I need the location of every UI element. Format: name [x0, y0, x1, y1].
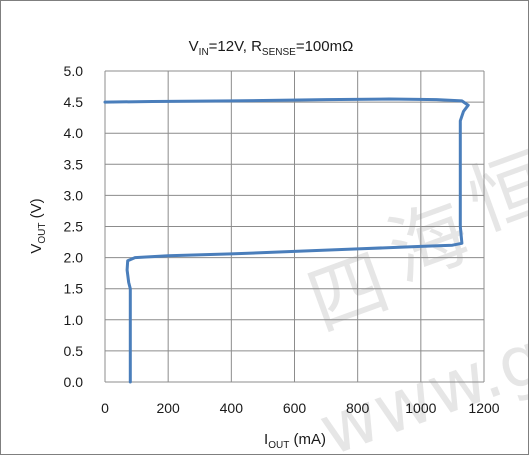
- y-axis-label: VOUT (V): [28, 198, 48, 253]
- x-tick-label: 0: [101, 400, 109, 416]
- y-tick-label: 3.0: [64, 187, 84, 203]
- x-tick-label: 1200: [468, 400, 499, 416]
- y-tick-label: 1.0: [64, 312, 84, 328]
- y-tick-label: 5.0: [64, 63, 84, 79]
- x-tick-label: 200: [156, 400, 180, 416]
- watermark-glyph: 四: [297, 238, 401, 349]
- grid: [104, 70, 485, 383]
- x-tick-label: 600: [283, 400, 307, 416]
- y-tick-label: 0.0: [64, 374, 84, 390]
- x-tick-label: 800: [346, 400, 370, 416]
- x-tick-labels: 0 200 400 600 800 1000 1200: [101, 400, 500, 416]
- x-tick-label: 1000: [405, 400, 436, 416]
- y-tick-label: 4.0: [64, 125, 84, 141]
- y-tick-label: 2.5: [64, 219, 84, 235]
- series-line: [103, 97, 470, 384]
- watermark-glyph: 恒: [457, 138, 528, 249]
- y-tick-label: 4.5: [64, 94, 84, 110]
- y-tick-label: 2.0: [64, 250, 84, 266]
- watermark-glyph: 海: [377, 188, 481, 299]
- y-tick-label: 3.5: [64, 156, 84, 172]
- chart-title: VIN=12V, RSENSE=100mΩ: [189, 38, 354, 58]
- x-tick-label: 400: [220, 400, 244, 416]
- y-tick-labels: 0.0 0.5 1.0 1.5 2.0 2.5 3.0 3.5 4.0 4.5 5.0: [64, 63, 84, 390]
- y-tick-label: 1.5: [64, 281, 84, 297]
- y-tick-label: 0.5: [64, 343, 84, 359]
- x-axis-label: IOUT (mA): [264, 431, 326, 451]
